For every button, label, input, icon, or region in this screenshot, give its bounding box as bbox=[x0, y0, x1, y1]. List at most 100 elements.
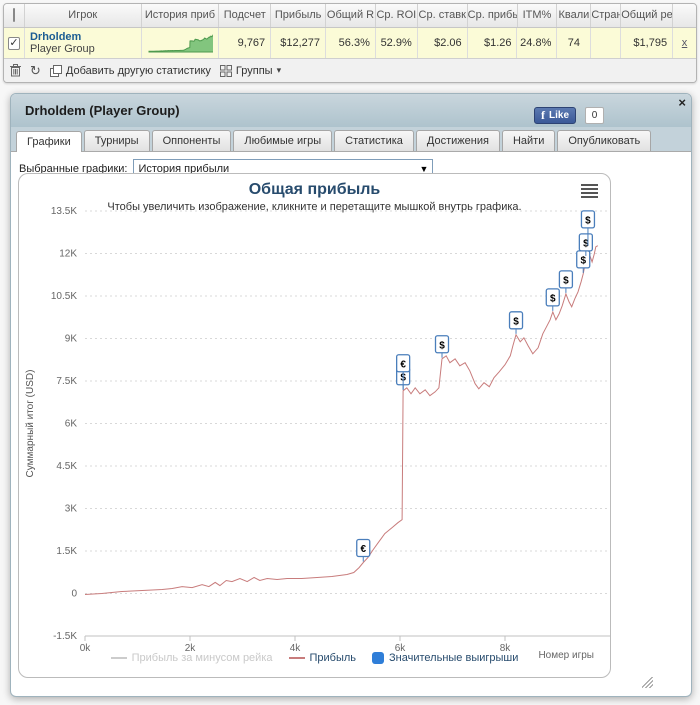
player-stats-table: Игрок История приб Подсчет Прибыль Общий… bbox=[3, 3, 697, 83]
svg-text:1.5K: 1.5K bbox=[56, 546, 77, 557]
cell-avg-stake: $2.06 bbox=[416, 28, 467, 58]
col-avg-roi[interactable]: Ср. ROI bbox=[374, 4, 417, 27]
add-statistic-button[interactable]: Добавить другую статистику bbox=[49, 64, 211, 77]
legend-item-profit[interactable]: Прибыль bbox=[288, 652, 356, 664]
svg-text:6k: 6k bbox=[395, 643, 407, 654]
svg-text:13.5K: 13.5K bbox=[51, 206, 77, 217]
svg-text:$: $ bbox=[550, 293, 556, 304]
resize-grip[interactable] bbox=[642, 677, 653, 688]
svg-text:12K: 12K bbox=[59, 249, 77, 260]
svg-text:6K: 6K bbox=[65, 419, 78, 430]
chevron-down-icon: ▾ bbox=[276, 65, 282, 75]
tab-charts[interactable]: Графики bbox=[16, 131, 82, 152]
col-profit[interactable]: Прибыль bbox=[270, 4, 325, 27]
header-checkbox-cell[interactable] bbox=[4, 4, 24, 27]
delete-button[interactable] bbox=[10, 64, 21, 77]
like-count-badge: 0 bbox=[585, 107, 604, 124]
svg-text:0k: 0k bbox=[80, 643, 92, 654]
svg-text:€: € bbox=[360, 544, 366, 555]
cell-country bbox=[590, 28, 620, 58]
player-link[interactable]: Drholdem bbox=[29, 31, 82, 43]
svg-text:$: $ bbox=[585, 215, 591, 226]
col-avg-stake[interactable]: Ср. ставк bbox=[416, 4, 467, 27]
table-header-row: Игрок История приб Подсчет Прибыль Общий… bbox=[4, 4, 696, 28]
legend-item-significant-wins[interactable]: Значительные выигрыши bbox=[372, 652, 518, 664]
chart-select-label: Выбранные графики: bbox=[19, 162, 128, 175]
gray-dash-icon bbox=[110, 657, 127, 659]
col-itm[interactable]: ITM% bbox=[516, 4, 557, 27]
col-count[interactable]: Подсчет bbox=[218, 4, 270, 27]
svg-text:€: € bbox=[400, 359, 406, 370]
cell-total-rake: $1,795 bbox=[620, 28, 672, 58]
chart-title: Общая прибыль bbox=[248, 181, 381, 198]
cell-itm: 24.8% bbox=[516, 28, 556, 58]
svg-text:2k: 2k bbox=[185, 643, 197, 654]
table-row[interactable]: ✓ Drholdem Player Group 9,767 $12,277 56… bbox=[4, 28, 696, 59]
row-checkbox[interactable]: ✓ bbox=[8, 36, 20, 50]
tab-find[interactable]: Найти bbox=[501, 130, 556, 151]
col-player[interactable]: Игрок bbox=[23, 4, 141, 27]
blue-square-icon bbox=[372, 652, 385, 664]
svg-text:4.5K: 4.5K bbox=[56, 461, 77, 472]
table-toolbar: ↻ Добавить другую статистику Группы ▾ bbox=[4, 59, 696, 82]
chart-container[interactable]: -1.5K 0 1.5K 3K 4.5K 6K 7.5K 9K 10.5K 12K 13.5K 0k 2… bbox=[18, 173, 611, 678]
svg-text:$: $ bbox=[583, 238, 589, 249]
tab-achievements[interactable]: Достижения bbox=[415, 130, 500, 151]
svg-text:$: $ bbox=[563, 275, 569, 286]
svg-text:8k: 8k bbox=[500, 643, 512, 654]
dialog-header[interactable]: Drholdem (Player Group) f Like 0 × bbox=[11, 94, 691, 127]
svg-text:10.5K: 10.5K bbox=[51, 291, 77, 302]
tab-tournaments[interactable]: Турниры bbox=[83, 130, 150, 151]
refresh-icon: ↻ bbox=[30, 63, 41, 78]
col-total-r[interactable]: Общий R bbox=[325, 4, 375, 27]
svg-text:9K: 9K bbox=[65, 334, 78, 345]
trash-icon bbox=[10, 64, 21, 77]
x-axis-title: Номер игры bbox=[538, 650, 594, 661]
svg-text:3K: 3K bbox=[65, 504, 78, 515]
svg-text:$: $ bbox=[439, 340, 445, 351]
red-dash-icon bbox=[288, 657, 305, 659]
select-all-checkbox bbox=[12, 8, 15, 22]
svg-text:0: 0 bbox=[71, 589, 77, 600]
profit-sparkline bbox=[148, 32, 214, 53]
copy-icon bbox=[49, 64, 62, 77]
legend-item-net-profit[interactable]: Прибыль за минусом рейка bbox=[110, 652, 273, 664]
svg-text:Суммарный итог (USD): Суммарный итог (USD) bbox=[25, 370, 36, 478]
cell-avg-roi: 52.9% bbox=[374, 28, 417, 58]
close-icon[interactable]: × bbox=[678, 95, 686, 110]
chart-menu-icon[interactable] bbox=[581, 184, 598, 200]
dialog-title: Drholdem (Player Group) bbox=[25, 103, 180, 118]
grid-icon bbox=[219, 64, 232, 77]
tab-favorite-games[interactable]: Любимые игры bbox=[233, 130, 333, 151]
cell-total-r: 56.3% bbox=[325, 28, 375, 58]
tab-opponents[interactable]: Оппоненты bbox=[151, 130, 232, 151]
col-avg-profit[interactable]: Ср. прибы bbox=[466, 4, 517, 27]
tab-publish[interactable]: Опубликовать bbox=[557, 130, 652, 151]
cell-avg-profit: $1.26 bbox=[466, 28, 517, 58]
svg-text:-1.5K: -1.5K bbox=[53, 631, 77, 642]
chart-legend: Прибыль за минусом рейка Прибыль Значите… bbox=[19, 652, 610, 664]
chart-subtitle: Чтобы увеличить изображение, кликните и … bbox=[107, 201, 522, 213]
select-arrow-icon: ▼ bbox=[419, 163, 429, 174]
cell-quali: 74 bbox=[556, 28, 590, 58]
col-remove bbox=[672, 4, 696, 27]
dialog-tabs: Графики Турниры Оппоненты Любимые игры С… bbox=[11, 127, 691, 152]
svg-text:7.5K: 7.5K bbox=[56, 376, 77, 387]
col-total-rake[interactable]: Общий ре bbox=[620, 4, 672, 27]
col-quali[interactable]: Квали bbox=[556, 4, 590, 27]
facebook-icon: f bbox=[541, 108, 545, 122]
cell-count: 9,767 bbox=[218, 28, 270, 58]
svg-text:4k: 4k bbox=[290, 643, 302, 654]
remove-row-link[interactable]: x bbox=[681, 37, 688, 49]
tab-statistics[interactable]: Статистика bbox=[334, 130, 414, 151]
col-history[interactable]: История приб bbox=[140, 4, 219, 27]
groups-button[interactable]: Группы ▾ bbox=[219, 64, 282, 77]
refresh-button[interactable]: ↻ bbox=[30, 64, 41, 77]
facebook-like-button[interactable]: f Like bbox=[534, 107, 577, 124]
cell-profit: $12,277 bbox=[270, 28, 325, 58]
player-subtitle: Player Group bbox=[29, 43, 95, 55]
col-country[interactable]: Стран bbox=[590, 4, 620, 27]
player-dialog: Drholdem (Player Group) f Like 0 × График… bbox=[10, 93, 692, 697]
profit-chart[interactable]: -1.5K 0 1.5K 3K 4.5K 6K 7.5K 9K 10.5K 12K 13.5K 0k 2… bbox=[19, 174, 611, 678]
svg-text:$: $ bbox=[513, 316, 519, 327]
